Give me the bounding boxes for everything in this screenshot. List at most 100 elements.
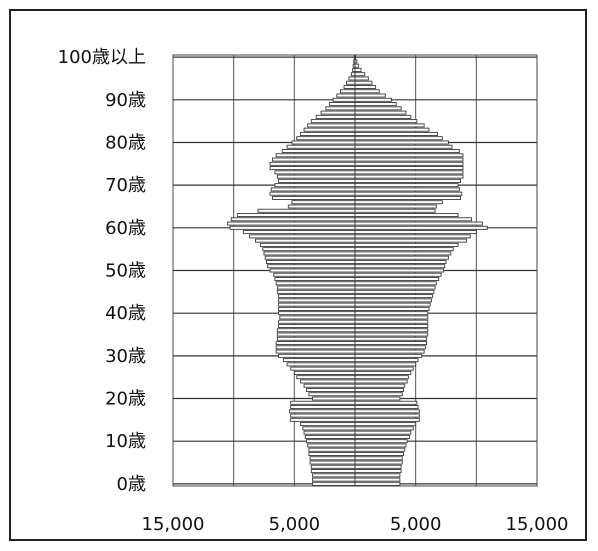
y-tick-label-1: 90歳	[105, 90, 146, 111]
bar-left-age-88	[325, 106, 356, 111]
bar-right-age-7	[354, 452, 404, 456]
bar-right-age-9	[354, 443, 407, 448]
bar-right-age-74	[354, 166, 464, 171]
bar-right-age-81	[354, 136, 443, 141]
y-tick-label-5: 50歳	[105, 261, 146, 282]
bar-left-age-7	[308, 452, 356, 456]
bar-left-age-65	[287, 204, 356, 209]
bar-right-age-57	[354, 238, 468, 243]
bar-left-age-75	[269, 161, 356, 166]
bar-right-age-1	[354, 477, 401, 482]
bar-right-age-97	[354, 67, 362, 72]
bar-right-age-36	[354, 328, 429, 333]
bar-right-age-90	[354, 97, 392, 102]
x-tick-label-3: 15,000	[506, 514, 569, 535]
bar-left-age-32	[275, 345, 356, 350]
x-axis-labels: 15,000 5,000 5,000 15,000	[142, 514, 569, 535]
bar-left-age-77	[275, 153, 356, 158]
bar-right-age-62	[354, 217, 472, 222]
y-tick-label-3: 70歳	[105, 175, 146, 196]
x-tick-label-0: 15,000	[142, 514, 205, 535]
bar-left-age-71	[278, 178, 356, 183]
bar-right-age-89	[354, 102, 397, 107]
bar-left-age-47	[275, 281, 356, 286]
bar-right-age-23	[354, 383, 406, 388]
bar-left-age-76	[272, 157, 356, 162]
bar-right-age-16	[354, 413, 420, 418]
bar-left-age-52	[265, 259, 356, 264]
bar-right-age-98	[354, 63, 360, 68]
bar-left-age-21	[308, 392, 356, 397]
bar-left-age-70	[274, 183, 356, 188]
bar-left-age-56	[259, 242, 356, 247]
bar-right-age-91	[354, 93, 386, 98]
bar-right-age-96	[354, 72, 366, 77]
bar-right-age-99	[354, 59, 358, 64]
bar-right-age-80	[354, 140, 449, 145]
bar-right-age-3	[354, 469, 402, 474]
bar-right-age-45	[354, 289, 435, 294]
bar-left-age-31	[275, 349, 356, 354]
bar-right-age-6	[354, 456, 403, 461]
bar-left-age-44	[278, 294, 356, 299]
bar-left-age-30	[278, 353, 356, 358]
bar-right-age-60	[354, 225, 488, 230]
bar-right-age-48	[354, 277, 440, 282]
bar-right-age-78	[354, 149, 460, 153]
bar-right-age-54	[354, 251, 452, 256]
bar-right-age-25	[354, 375, 409, 380]
bar-left-age-37	[278, 323, 356, 328]
bar-left-age-8	[308, 447, 356, 452]
bar-left-age-22	[306, 388, 356, 392]
bar-left-age-28	[286, 362, 356, 367]
bar-right-age-12	[354, 430, 412, 435]
bar-right-age-63	[354, 213, 459, 218]
bar-left-age-95	[348, 76, 356, 81]
bar-left-age-34	[276, 336, 356, 341]
bar-left-age-72	[276, 174, 356, 179]
bar-right-age-70	[354, 183, 459, 188]
bar-right-age-49	[354, 272, 442, 277]
bar-right-age-19	[354, 400, 418, 405]
bar-left-age-42	[278, 302, 356, 307]
bar-right-age-85	[354, 119, 418, 124]
bar-left-age-91	[336, 93, 356, 98]
bar-left-age-23	[303, 383, 356, 388]
bar-right-age-93	[354, 85, 377, 89]
bar-right-age-18	[354, 405, 419, 410]
y-tick-label-6: 40歳	[105, 303, 146, 324]
bar-left-age-66	[291, 200, 356, 205]
bar-right-age-21	[354, 392, 403, 397]
bar-left-age-48	[274, 277, 356, 282]
bar-right-age-94	[354, 80, 373, 85]
bar-left-age-3	[310, 469, 356, 474]
bar-right-age-69	[354, 187, 460, 192]
bar-right-age-34	[354, 336, 428, 341]
bar-left-age-2	[312, 473, 356, 478]
bar-left-age-10	[306, 439, 356, 444]
bar-left-age-86	[315, 114, 356, 119]
bar-left-age-60	[229, 225, 356, 230]
bar-right-age-5	[354, 460, 403, 465]
bar-left-age-78	[281, 149, 356, 153]
bar-right-age-29	[354, 358, 419, 363]
bar-left-age-14	[299, 422, 356, 427]
bar-right-age-44	[354, 294, 434, 299]
bar-left-age-93	[343, 85, 356, 89]
bar-left-age-80	[291, 140, 356, 145]
bar-right-age-95	[354, 76, 369, 81]
bar-left-age-39	[279, 315, 356, 320]
plot-area-border	[172, 54, 538, 487]
bar-right-age-51	[354, 264, 446, 269]
y-axis-labels: 100歳以上 90歳 80歳 70歳 60歳 50歳 40歳 30歳 20歳 10歳 0歳	[58, 47, 146, 495]
bar-right-age-0	[354, 481, 401, 486]
bar-left-age-15	[290, 417, 356, 422]
bar-left-age-18	[290, 405, 356, 410]
bar-right-age-15	[354, 417, 420, 422]
bar-left-age-12	[303, 430, 356, 435]
bar-left-age-87	[320, 110, 356, 115]
bar-left-age-85	[310, 119, 356, 124]
bar-left-age-9	[307, 443, 356, 448]
bar-right-age-13	[354, 426, 414, 431]
